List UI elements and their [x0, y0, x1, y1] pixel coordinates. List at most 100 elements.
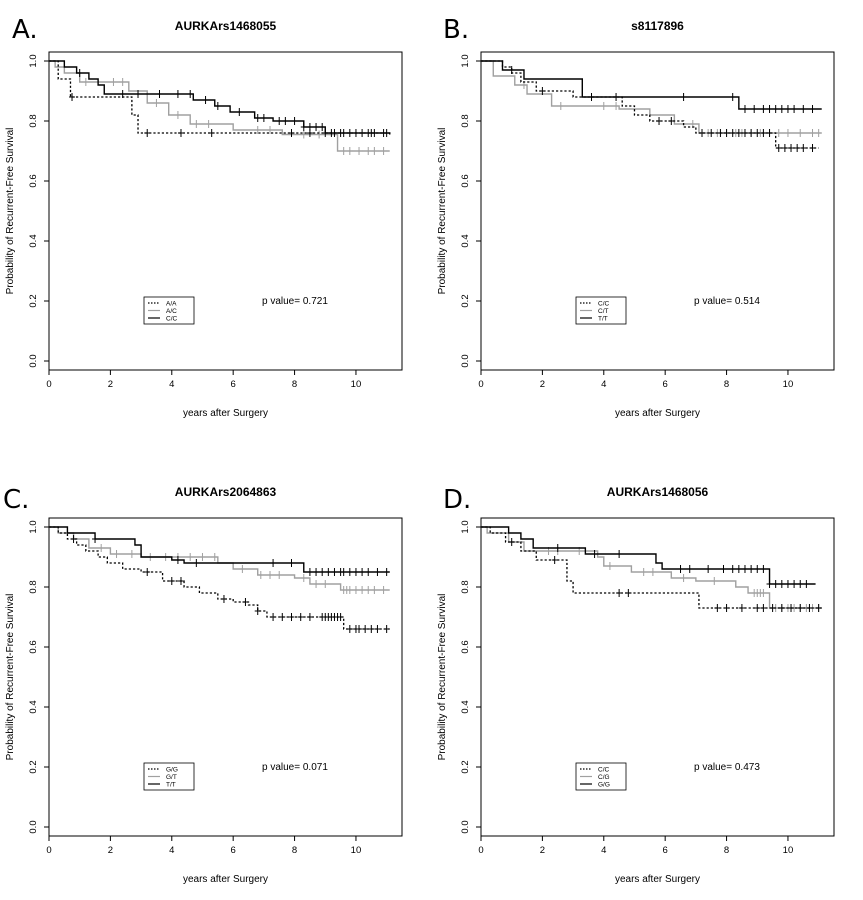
- censor-mark: [557, 102, 564, 110]
- censor-mark: [616, 550, 623, 558]
- censor-mark: [331, 568, 338, 576]
- survival-curve-c-t: [481, 60, 822, 134]
- censor-mark: [809, 105, 816, 113]
- censor-mark: [772, 105, 779, 113]
- censor-mark: [270, 613, 277, 621]
- censor-mark: [242, 598, 249, 606]
- censor-mark: [70, 535, 77, 543]
- censor-mark: [680, 574, 687, 582]
- censor-mark: [267, 571, 274, 579]
- censor-mark: [300, 123, 307, 131]
- censor-mark: [319, 123, 326, 131]
- y-tick-label: 0.2: [460, 760, 471, 773]
- x-tick-label: 10: [783, 845, 794, 856]
- x-axis-label: years after Surgery: [183, 408, 268, 419]
- y-tick-label: 0.2: [28, 760, 39, 773]
- censor-mark: [288, 559, 295, 567]
- survival-curve-t-t: [481, 60, 822, 110]
- censor-mark: [800, 144, 807, 152]
- series-c-t: [481, 60, 822, 137]
- panel-c: C. AURKArs2064863 0 2 4 6 8 10 0.0 0.2 0.4 0.6 0.8 1.…: [3, 485, 403, 885]
- censor-mark: [371, 147, 378, 155]
- x-tick-label: 2: [540, 379, 545, 390]
- censor-mark: [359, 568, 366, 576]
- x-tick-label: 4: [169, 845, 174, 856]
- x-tick-label: 4: [601, 845, 606, 856]
- p-value-text: p value= 0.473: [694, 762, 760, 773]
- censor-mark: [306, 568, 313, 576]
- censor-mark: [760, 129, 767, 137]
- legend-entry: C/C: [166, 315, 178, 322]
- survival-curve-g-g: [481, 526, 816, 585]
- x-tick-label: 0: [46, 379, 51, 390]
- censor-mark: [380, 129, 387, 137]
- censor-mark: [365, 586, 372, 594]
- series-a-c: [49, 60, 390, 155]
- censor-mark: [276, 117, 283, 125]
- censor-mark: [508, 66, 515, 74]
- p-value-text: p value= 0.721: [262, 296, 328, 307]
- censor-mark: [254, 607, 261, 615]
- panel-a: A. AURKArs1468055 0 2 4 6 8 10 0.0 0.2 0.4 0.6 0.8 1.…: [5, 15, 403, 419]
- censor-mark: [551, 556, 558, 564]
- censor-mark: [766, 580, 773, 588]
- censor-mark: [640, 568, 647, 576]
- censor-mark: [788, 144, 795, 152]
- legend-entry: A/A: [166, 300, 177, 307]
- survival-curve-c-c: [481, 60, 819, 149]
- censor-mark: [809, 129, 816, 137]
- legend: A/AA/CC/C: [143, 296, 195, 325]
- censor-mark: [754, 565, 761, 573]
- censor-mark: [735, 565, 742, 573]
- censor-mark: [815, 129, 822, 137]
- chart-title: AURKArs1468056: [607, 485, 709, 499]
- x-tick-label: 0: [46, 845, 51, 856]
- panel-b: B. s8117896 0 2 4 6 8 10 0.0 0.2 0.4 0.6 0.8 1.0 years…: [437, 15, 835, 419]
- censor-mark: [69, 93, 76, 101]
- legend: G/GG/TT/T: [143, 762, 195, 791]
- censor-mark: [319, 568, 326, 576]
- censor-mark: [775, 144, 782, 152]
- x-tick-label: 4: [601, 379, 606, 390]
- censor-mark: [705, 565, 712, 573]
- censor-mark: [254, 126, 261, 134]
- censor-mark: [168, 577, 175, 585]
- censor-mark: [279, 613, 286, 621]
- censor-mark: [380, 147, 387, 155]
- censor-mark: [288, 129, 295, 137]
- censor-mark: [346, 586, 353, 594]
- x-tick-label: 6: [231, 845, 236, 856]
- survival-curve-g-g: [49, 526, 390, 630]
- censor-mark: [208, 129, 215, 137]
- censor-mark: [297, 613, 304, 621]
- censor-mark: [784, 129, 791, 137]
- censor-mark: [797, 604, 804, 612]
- survival-curve-g-t: [49, 526, 390, 591]
- series-c-c: [481, 526, 822, 612]
- censor-mark: [365, 147, 372, 155]
- censor-mark: [352, 129, 359, 137]
- censor-mark: [135, 90, 142, 98]
- x-tick-label: 6: [231, 379, 236, 390]
- censor-mark: [260, 114, 267, 122]
- censor-mark: [337, 613, 344, 621]
- censor-mark: [82, 78, 89, 86]
- censor-mark: [352, 586, 359, 594]
- chart-title: AURKArs1468055: [175, 19, 277, 33]
- legend: C/CC/GG/G: [575, 762, 627, 791]
- censor-mark: [374, 568, 381, 576]
- x-tick-label: 10: [351, 379, 362, 390]
- censor-mark: [760, 589, 767, 597]
- censor-mark: [760, 565, 767, 573]
- censor-mark: [591, 550, 598, 558]
- censor-mark: [174, 556, 181, 564]
- censor-mark: [784, 580, 791, 588]
- legend-entry: G/T: [166, 774, 177, 781]
- censor-mark: [98, 544, 105, 552]
- y-tick-label: 0.4: [28, 234, 39, 247]
- censor-mark: [368, 625, 375, 633]
- x-axis-label: years after Surgery: [615, 874, 700, 885]
- series-c-g: [481, 526, 822, 612]
- censor-mark: [797, 580, 804, 588]
- censor-mark: [340, 147, 347, 155]
